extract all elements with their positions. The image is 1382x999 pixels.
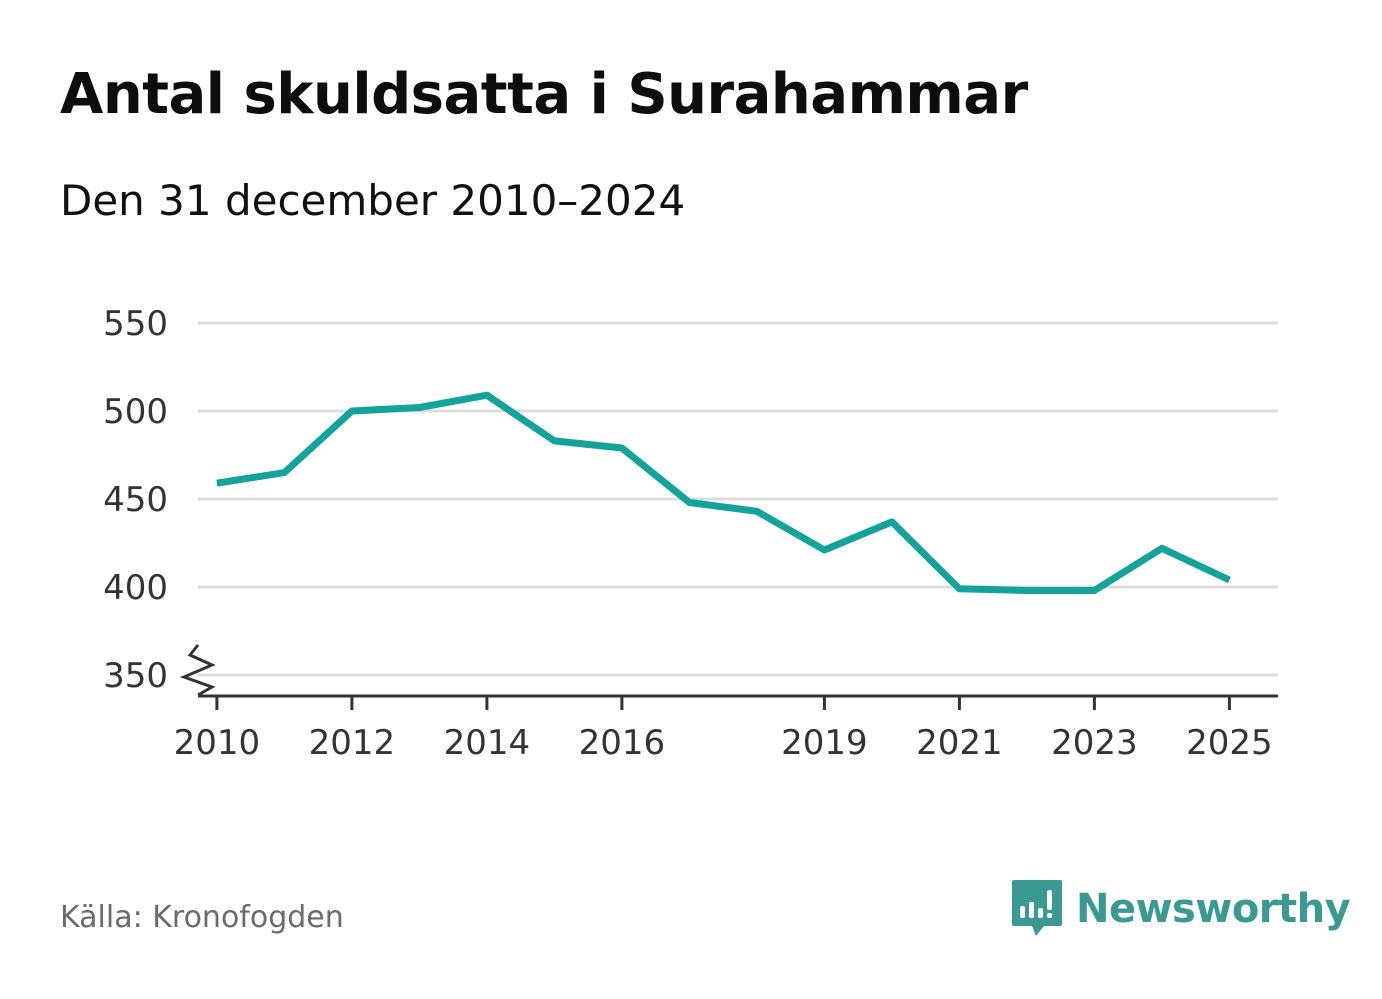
axis-break-icon [179, 644, 216, 697]
series-line-0 [216, 391, 1231, 594]
grid-lines [198, 321, 1278, 677]
x-tick-label-2014: 2014 [444, 723, 531, 763]
y-tick-label-550: 550 [103, 304, 168, 344]
x-axis-ticks: 2010 2012 2014 2016 2019 2021 2023 2025 [174, 696, 1273, 763]
chart-title: Antal skuldsatta i Surahammar [60, 62, 1028, 127]
x-tick-label-2012: 2012 [309, 723, 396, 763]
x-tick-label-2019: 2019 [781, 723, 868, 763]
newsworthy-logo-icon [1012, 880, 1062, 936]
y-tick-label-350: 350 [103, 656, 168, 696]
x-tick-label-2023: 2023 [1051, 723, 1138, 763]
source-note: Källa: Kronofogden [60, 900, 344, 935]
y-tick-label-400: 400 [103, 568, 168, 608]
brand: Newsworthy [1010, 878, 1351, 940]
x-tick-label-2025: 2025 [1186, 723, 1273, 763]
x-tick-label-2016: 2016 [579, 723, 666, 763]
y-axis-ticks: 350 400 450 500 550 [103, 304, 168, 696]
axis-break-zigzag [179, 644, 216, 697]
x-tick-label-2021: 2021 [916, 723, 1003, 763]
brand-name: Newsworthy [1076, 886, 1351, 932]
y-tick-label-500: 500 [103, 392, 168, 432]
series [216, 391, 1231, 594]
chart-subtitle: Den 31 december 2010–2024 [60, 176, 686, 225]
x-tick-label-2010: 2010 [174, 723, 261, 763]
y-tick-label-450: 450 [103, 480, 168, 520]
